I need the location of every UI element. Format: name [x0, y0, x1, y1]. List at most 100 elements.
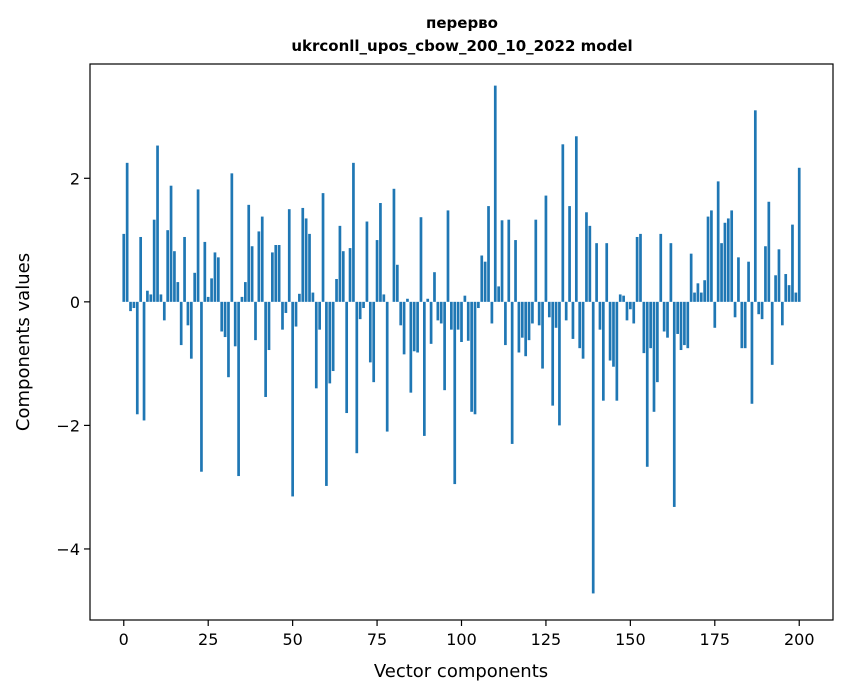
bar-35 [240, 296, 244, 302]
bar-164 [676, 301, 679, 334]
bar-23 [200, 301, 203, 472]
bar-160 [662, 301, 666, 332]
bar-192 [770, 301, 774, 365]
bar-62 [331, 301, 335, 372]
bar-119 [524, 301, 528, 357]
bar-152 [635, 236, 639, 302]
bar-129 [558, 301, 561, 426]
bar-41 [260, 216, 264, 302]
bar-52 [298, 293, 301, 302]
bar-132 [568, 206, 571, 302]
bar-148 [622, 295, 625, 302]
bar-172 [703, 280, 707, 302]
bar-9 [152, 219, 156, 302]
bar-14 [169, 185, 173, 302]
bar-series [122, 85, 801, 594]
bar-70 [358, 301, 362, 320]
bar-159 [659, 233, 663, 302]
bar-71 [362, 301, 365, 309]
bar-167 [686, 301, 690, 349]
y-axis-ticks: −4 −2 0 2 [56, 169, 90, 559]
bar-0 [122, 233, 126, 302]
y-axis-label: Components values [13, 253, 34, 431]
bar-174 [710, 210, 713, 302]
x-tick-label: 50 [282, 630, 302, 649]
bar-171 [699, 292, 703, 302]
bar-163 [672, 301, 676, 507]
bar-3 [132, 301, 136, 309]
bar-66 [345, 301, 349, 414]
x-axis-ticks: 0 25 50 75 100 125 150 175 200 [119, 620, 815, 649]
bar-95 [443, 301, 446, 391]
x-tick-label: 175 [700, 630, 731, 649]
bar-30 [223, 301, 227, 338]
bar-38 [250, 246, 254, 302]
bar-162 [669, 243, 673, 302]
bar-63 [335, 278, 338, 302]
bar-155 [645, 301, 649, 467]
bar-118 [520, 301, 524, 338]
bar-123 [537, 301, 541, 326]
bar-115 [510, 301, 514, 444]
bar-140 [595, 243, 598, 302]
bar-195 [780, 301, 784, 326]
bar-197 [787, 285, 791, 302]
bar-169 [693, 292, 696, 302]
bar-144 [608, 301, 612, 361]
bar-91 [429, 301, 433, 344]
bar-104 [473, 301, 477, 415]
bar-57 [314, 301, 318, 389]
bar-59 [321, 193, 325, 302]
bar-48 [284, 301, 288, 313]
bar-16 [176, 282, 180, 302]
bar-46 [277, 245, 281, 302]
bar-4 [135, 301, 139, 415]
bar-110 [493, 85, 497, 302]
bar-19 [186, 301, 190, 326]
bar-151 [632, 301, 636, 324]
bar-131 [564, 301, 568, 321]
bar-75 [375, 240, 379, 302]
bar-86 [412, 301, 416, 352]
bar-50 [291, 301, 294, 497]
y-tick-label: 0 [70, 293, 80, 312]
bar-72 [365, 221, 369, 302]
bar-51 [294, 301, 298, 327]
bar-18 [183, 236, 186, 302]
bar-64 [338, 225, 342, 302]
bar-55 [308, 233, 311, 302]
bar-170 [696, 283, 700, 302]
x-tick-label: 150 [615, 630, 646, 649]
bar-200 [797, 167, 801, 302]
bar-154 [642, 301, 646, 354]
bar-157 [652, 301, 656, 412]
bar-98 [453, 301, 457, 485]
x-tick-label: 100 [446, 630, 477, 649]
bar-37 [247, 204, 251, 302]
bar-78 [385, 301, 389, 432]
bar-28 [216, 257, 220, 302]
chart-title-line1: перерво [426, 14, 498, 32]
bar-122 [534, 219, 538, 302]
x-tick-label: 0 [119, 630, 129, 649]
bar-53 [301, 207, 305, 302]
bar-143 [605, 243, 609, 302]
bar-185 [747, 261, 750, 302]
bar-188 [757, 301, 761, 315]
bar-77 [382, 294, 386, 302]
bar-128 [554, 301, 558, 328]
bar-73 [368, 301, 372, 363]
bar-125 [544, 195, 548, 302]
bar-26 [210, 278, 213, 302]
plot-area-frame [89, 63, 834, 621]
bar-124 [541, 301, 544, 369]
bar-113 [504, 301, 507, 346]
y-tick-label: 2 [70, 169, 80, 188]
y-tick-label: −2 [56, 416, 80, 435]
bar-141 [598, 301, 602, 330]
bar-114 [507, 219, 511, 302]
bar-12 [162, 301, 166, 321]
bar-82 [399, 301, 403, 326]
bar-45 [274, 245, 278, 302]
bar-74 [372, 301, 376, 383]
